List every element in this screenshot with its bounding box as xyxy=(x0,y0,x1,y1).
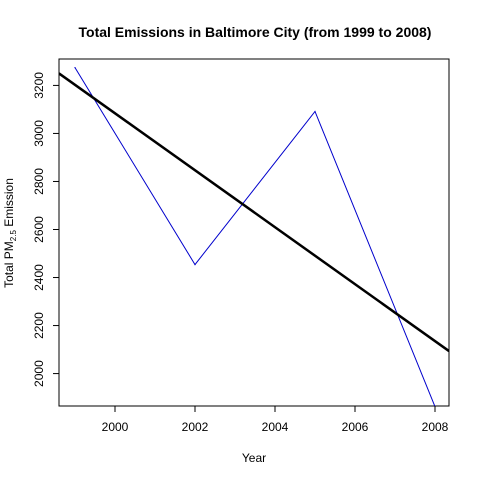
chart-title: Total Emissions in Baltimore City (from … xyxy=(79,24,432,40)
x-tick-label: 2008 xyxy=(422,420,449,434)
y-tick-label: 3000 xyxy=(32,120,46,147)
y-tick-label: 2800 xyxy=(32,168,46,195)
x-tick-label: 2004 xyxy=(262,420,289,434)
series-layer xyxy=(59,66,449,406)
y-axis-label-subscript: 2.5 xyxy=(9,230,18,242)
plot-frame xyxy=(58,58,450,407)
emissions-series-line xyxy=(74,67,436,406)
emissions-data-point xyxy=(314,110,316,113)
y-tick-label: 2600 xyxy=(32,216,46,243)
y-axis: 2000 2200 2400 2600 2800 3000 3200 xyxy=(32,72,59,387)
regression-line xyxy=(59,72,449,353)
y-tick-label: 3200 xyxy=(32,72,46,99)
y-axis-label: Total PM2.5 Emission xyxy=(2,178,18,288)
y-tick-label: 2000 xyxy=(32,360,46,387)
y-tick-label: 2200 xyxy=(32,312,46,339)
y-tick-label: 2400 xyxy=(32,264,46,291)
x-axis-label: Year xyxy=(242,451,266,465)
y-axis-label-suffix: Emission xyxy=(2,178,16,230)
x-tick-label: 2000 xyxy=(102,420,129,434)
emissions-data-point xyxy=(74,66,76,69)
y-axis-label-prefix: Total PM xyxy=(2,241,16,288)
x-tick-label: 2002 xyxy=(182,420,209,434)
x-axis: 2000 2002 2004 2006 2008 xyxy=(102,406,449,434)
emissions-data-point xyxy=(194,263,196,266)
x-tick-label: 2006 xyxy=(342,420,369,434)
